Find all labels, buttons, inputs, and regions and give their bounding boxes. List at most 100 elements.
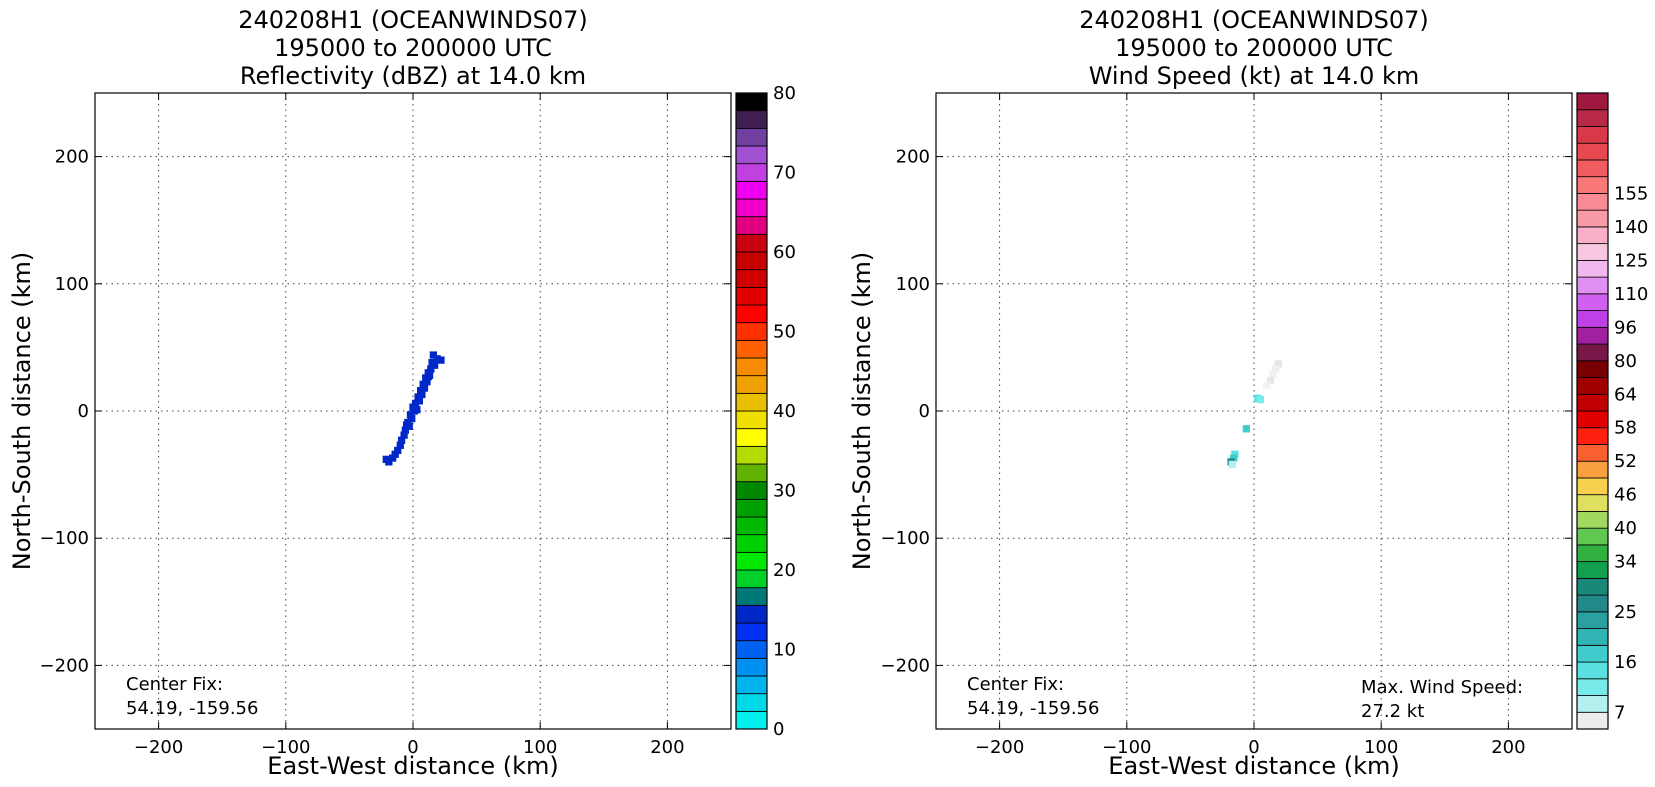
wind-colorbar-segment bbox=[1576, 577, 1609, 596]
reflectivity-colorbar-segment bbox=[735, 92, 768, 112]
reflectivity-colorbar-segment bbox=[735, 622, 768, 642]
reflectivity-y-tick-label: 200 bbox=[55, 147, 89, 168]
wind-title-line-1: 240208H1 (OCEANWINDS07) bbox=[1079, 6, 1429, 34]
reflectivity-colorbar-segment bbox=[735, 693, 768, 712]
wind-y-tick-label: 200 bbox=[896, 147, 930, 168]
wind-x-tick-label: 200 bbox=[1491, 737, 1525, 758]
wind-data-cell bbox=[1256, 395, 1264, 404]
wind-colorbar-segment bbox=[1576, 444, 1609, 462]
reflectivity-data-cell bbox=[403, 421, 411, 429]
reflectivity-colorbar-segment bbox=[735, 587, 768, 606]
wind-center-fix-label: Center Fix: bbox=[967, 674, 1064, 695]
reflectivity-data-cells bbox=[382, 351, 445, 466]
reflectivity-data-cell bbox=[430, 361, 439, 369]
reflectivity-y-tick-label: 0 bbox=[78, 401, 89, 422]
reflectivity-colorbar-segment bbox=[735, 675, 768, 695]
reflectivity-data-cell bbox=[401, 426, 410, 434]
reflectivity-colorbar-segment bbox=[735, 163, 768, 182]
reflectivity-title-line-2: 195000 to 200000 UTC bbox=[274, 34, 552, 62]
reflectivity-colorbar-segment bbox=[735, 463, 768, 483]
wind-colorbar-segment bbox=[1576, 293, 1609, 311]
wind-colorbar-segment bbox=[1576, 494, 1609, 512]
wind-x-tick-label: −200 bbox=[975, 737, 1024, 758]
reflectivity-colorbar-segment bbox=[735, 286, 768, 306]
wind-colorbar-tick-label: 155 bbox=[1614, 183, 1648, 204]
reflectivity-colorbar-segment bbox=[735, 710, 768, 730]
reflectivity-colorbar-segment bbox=[735, 481, 768, 500]
wind-colorbar-frame bbox=[1576, 92, 1609, 730]
wind-colorbar-segment bbox=[1576, 126, 1609, 144]
reflectivity-data-cell bbox=[427, 365, 435, 373]
reflectivity-x-axis-label: East-West distance (km) bbox=[267, 752, 558, 780]
reflectivity-x-tick-label: 100 bbox=[523, 737, 557, 758]
wind-data-cell bbox=[1230, 454, 1238, 462]
reflectivity-colorbar-segment bbox=[735, 357, 768, 377]
reflectivity-colorbar-segment bbox=[735, 304, 768, 324]
reflectivity-data-cell bbox=[396, 441, 404, 449]
reflectivity-colorbar-segment bbox=[735, 339, 768, 359]
wind-colorbar-tick-label: 110 bbox=[1614, 284, 1648, 305]
reflectivity-colorbar-segment bbox=[735, 198, 768, 218]
reflectivity-x-tick-label: −100 bbox=[261, 737, 310, 758]
wind-max-speed-value: 27.2 kt bbox=[1361, 701, 1424, 722]
reflectivity-center-fix-value: 54.19, -159.56 bbox=[126, 698, 258, 719]
wind-colorbar-segment bbox=[1576, 243, 1609, 261]
reflectivity-data-cell bbox=[416, 387, 425, 395]
reflectivity-axis-ticks: −200 −100 0 100 200 −200 −100 0 100 200 bbox=[40, 93, 731, 758]
reflectivity-colorbar-segment bbox=[735, 604, 768, 624]
reflectivity-colorbar-tick-label: 20 bbox=[773, 560, 796, 581]
wind-colorbar-segment bbox=[1576, 259, 1609, 278]
wind-plot-area bbox=[936, 93, 1572, 729]
reflectivity-colorbar-segment bbox=[735, 428, 768, 447]
reflectivity-colorbar-segment bbox=[735, 551, 768, 571]
wind-colorbar-segment bbox=[1576, 276, 1609, 295]
reflectivity-colorbar-tick-label: 50 bbox=[773, 322, 796, 343]
wind-colorbar-tick-label: 34 bbox=[1614, 552, 1637, 573]
reflectivity-colorbar-segment bbox=[735, 127, 768, 147]
wind-x-tick-label: −100 bbox=[1102, 737, 1151, 758]
reflectivity-data-cell bbox=[419, 380, 427, 388]
reflectivity-data-cell bbox=[437, 356, 445, 364]
reflectivity-data-cell bbox=[415, 397, 423, 405]
reflectivity-colorbar-ticks: 0 10 20 30 40 50 60 70 80 bbox=[773, 83, 796, 740]
wind-title-line-2: 195000 to 200000 UTC bbox=[1115, 34, 1393, 62]
reflectivity-colorbar-segment bbox=[735, 657, 768, 677]
wind-colorbar-segment bbox=[1576, 226, 1609, 245]
wind-max-speed-label: Max. Wind Speed: bbox=[1361, 677, 1523, 698]
wind-speed-panel: 240208H1 (OCEANWINDS07) 195000 to 200000… bbox=[848, 6, 1648, 780]
wind-x-tick-label: 0 bbox=[1248, 737, 1259, 758]
wind-data-cell bbox=[1231, 450, 1239, 458]
wind-title-line-3: Wind Speed (kt) at 14.0 km bbox=[1089, 62, 1420, 90]
reflectivity-colorbar-segment bbox=[735, 375, 768, 394]
wind-colorbar-tick-label: 40 bbox=[1614, 518, 1637, 539]
wind-y-tick-label: −200 bbox=[881, 655, 930, 676]
wind-colorbar-segment bbox=[1576, 193, 1609, 211]
reflectivity-colorbar-segment bbox=[735, 445, 768, 465]
reflectivity-colorbar-segment bbox=[735, 233, 768, 253]
wind-data-cell bbox=[1263, 381, 1271, 390]
wind-colorbar-tick-label: 25 bbox=[1614, 602, 1637, 623]
wind-colorbar-tick-label: 96 bbox=[1614, 317, 1637, 338]
wind-colorbar-tick-label: 64 bbox=[1614, 384, 1637, 405]
wind-colorbar-segment bbox=[1576, 695, 1609, 713]
wind-colorbar-segment bbox=[1576, 109, 1609, 127]
wind-colorbar-segment bbox=[1576, 427, 1609, 445]
wind-colorbar-segment bbox=[1576, 142, 1609, 161]
wind-colorbar-segment bbox=[1576, 310, 1609, 328]
reflectivity-colorbar-segment bbox=[735, 145, 768, 165]
reflectivity-colorbar-segment bbox=[735, 498, 768, 518]
wind-y-tick-label: 100 bbox=[896, 274, 930, 295]
reflectivity-colorbar-tick-label: 60 bbox=[773, 242, 796, 263]
reflectivity-x-tick-label: −200 bbox=[134, 737, 183, 758]
wind-colorbar-tick-label: 16 bbox=[1614, 652, 1637, 673]
wind-colorbar-tick-label: 52 bbox=[1614, 451, 1637, 472]
reflectivity-x-tick-label: 200 bbox=[650, 737, 684, 758]
wind-data-cell bbox=[1266, 376, 1275, 385]
wind-colorbar-segment bbox=[1576, 343, 1609, 362]
reflectivity-colorbar-segment bbox=[735, 216, 768, 235]
reflectivity-data-cell bbox=[389, 454, 397, 462]
reflectivity-colorbar-frame bbox=[735, 92, 768, 730]
wind-axis-ticks: −200 −100 0 100 200 −200 −100 0 100 200 bbox=[881, 93, 1572, 758]
wind-data-cell bbox=[1242, 425, 1251, 433]
wind-colorbar-tick-label: 46 bbox=[1614, 485, 1637, 506]
